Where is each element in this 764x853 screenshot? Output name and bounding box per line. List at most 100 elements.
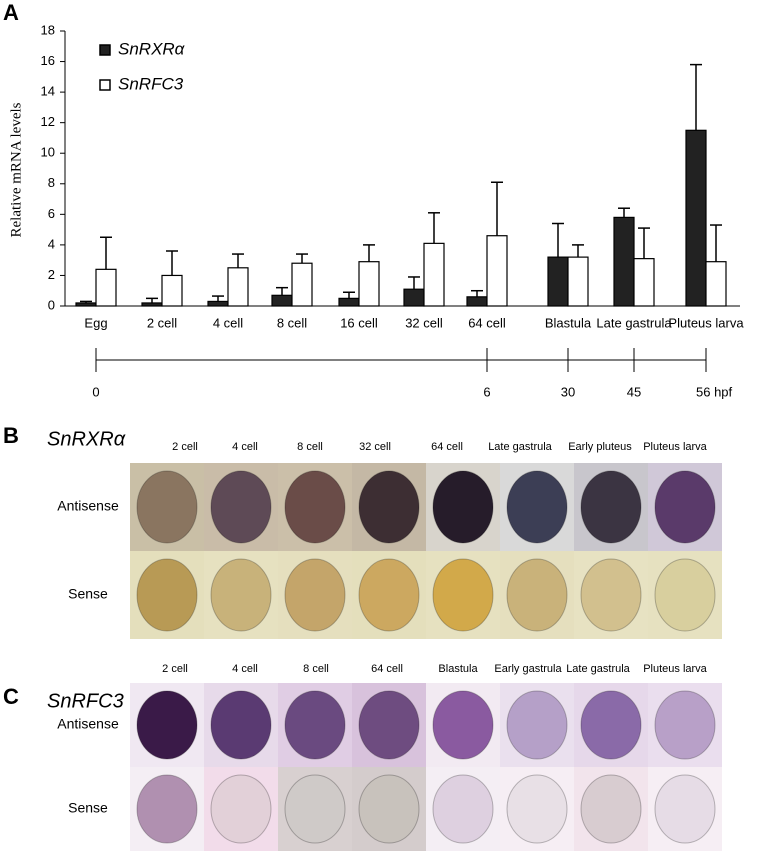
timeline-label: 56 hpf [696,384,733,399]
embryo [284,690,346,760]
legend-swatch [99,44,111,56]
column-label: Late gastrula [566,663,630,675]
y-tick-label: 10 [41,145,55,160]
panel-label: A [3,0,19,25]
x-tick-label: 16 cell [340,315,378,330]
embryo [506,558,568,632]
embryo [136,470,198,544]
embryo [580,690,642,760]
bar [95,268,117,307]
bar [633,258,655,307]
x-tick-label: 4 cell [213,315,243,330]
bar [358,261,380,307]
bar [75,302,97,307]
embryo [284,558,346,632]
column-label: 4 cell [232,663,258,675]
embryo [210,774,272,844]
column-label: 2 cell [162,663,188,675]
bar [141,302,163,307]
y-tick-label: 16 [41,53,55,68]
x-tick-label: Late gastrula [596,315,672,330]
x-tick-label: Blastula [545,315,592,330]
x-tick-label: 8 cell [277,315,307,330]
embryo [210,690,272,760]
x-tick-label: 64 cell [468,315,506,330]
embryo [358,558,420,632]
bar [705,261,727,307]
column-label: Blastula [438,663,478,675]
embryo [136,774,198,844]
y-tick-label: 18 [41,22,55,37]
bar [291,262,313,307]
column-label: 64 cell [431,441,463,453]
bar [547,256,569,307]
embryo [580,774,642,844]
legend-label: SnRFC3 [118,74,184,93]
embryo [432,774,494,844]
bar [403,288,425,307]
column-label: 8 cell [303,663,329,675]
row-label: Sense [68,586,108,602]
embryo [506,470,568,544]
panel-label: B [3,423,19,448]
timeline-label: 30 [561,384,575,399]
bar [161,274,183,307]
bar [423,242,445,307]
row-label: Antisense [57,498,119,514]
bar [338,297,360,307]
embryo [432,690,494,760]
x-tick-label: 2 cell [147,315,177,330]
bar [227,267,249,307]
embryo [432,558,494,632]
embryo [210,558,272,632]
y-tick-label: 12 [41,114,55,129]
panel-title: SnRFC3 [47,690,124,712]
column-label: Early gastrula [494,663,562,675]
embryo [506,690,568,760]
x-tick-label: Pluteus larva [668,315,744,330]
column-label: Pluteus larva [643,441,707,453]
column-label: 2 cell [172,441,198,453]
embryo [358,774,420,844]
embryo [654,470,716,544]
legend-swatch [99,79,111,91]
x-tick-label: Egg [84,315,107,330]
y-tick-label: 4 [48,236,55,251]
embryo [358,690,420,760]
bar [486,235,508,307]
row-label: Sense [68,800,108,816]
panel-title: SnRXRα [47,428,126,450]
embryo [580,558,642,632]
y-tick-label: 14 [41,84,55,99]
embryo [654,690,716,760]
embryo [284,470,346,544]
embryo [136,690,198,760]
x-tick-label: 32 cell [405,315,443,330]
embryo [210,470,272,544]
legend-label: SnRXRα [118,39,186,58]
column-label: Late gastrula [488,441,552,453]
timeline-label: 6 [483,384,490,399]
bar [613,216,635,307]
y-tick-label: 2 [48,267,55,282]
y-tick-label: 0 [48,297,55,312]
column-label: 8 cell [297,441,323,453]
bar [207,300,229,307]
bar [466,296,488,307]
embryo [136,558,198,632]
panel-label: C [3,684,19,709]
column-label: Early pluteus [568,441,632,453]
timeline-label: 0 [92,384,99,399]
embryo [358,470,420,544]
bar [567,256,589,307]
embryo [654,774,716,844]
embryo [654,558,716,632]
y-tick-label: 6 [48,206,55,221]
embryo [506,774,568,844]
column-label: 4 cell [232,441,258,453]
embryo [284,774,346,844]
embryo [432,470,494,544]
column-label: 32 cell [359,441,391,453]
y-tick-label: 8 [48,175,55,190]
